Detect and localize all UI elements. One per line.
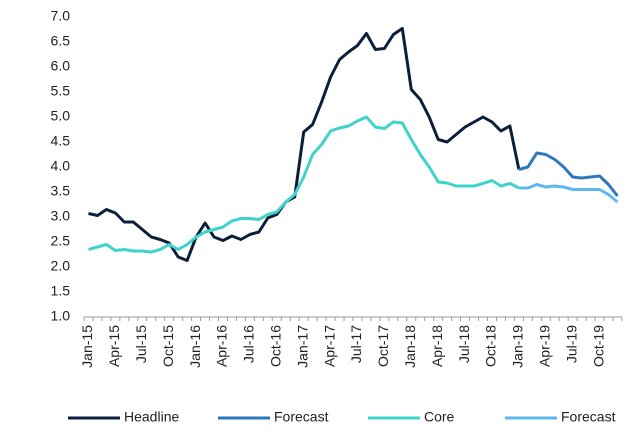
x-tick-label: Jul-18 [456,325,472,363]
x-tick-label: Jul-19 [563,325,579,363]
x-tick-label: Jan-15 [79,325,95,368]
x-tick-label: Apr-17 [321,325,337,367]
x-tick-label: Oct-16 [267,325,283,367]
x-tick-label: Apr-19 [536,325,552,367]
x-tick-label: Jan-18 [402,325,418,368]
x-tick-label: Jul-17 [348,325,364,363]
x-tick-label: Oct-15 [160,325,176,367]
legend-label: Core [424,409,455,425]
x-tick-label: Jul-16 [241,325,257,363]
x-tick-label: Jan-16 [187,325,203,368]
y-tick-label: 7.0 [51,8,71,24]
y-tick-label: 4.5 [51,133,71,149]
y-tick-label: 6.0 [51,58,71,74]
x-tick-label: Oct-18 [483,325,499,367]
x-tick-label: Oct-17 [375,325,391,367]
series-line [88,115,520,254]
series-line [518,151,619,197]
x-tick-label: Jan-17 [294,325,310,368]
y-tick-label: 5.5 [51,83,71,99]
x-tick-label: Apr-16 [214,325,230,367]
x-tick-label: Jan-19 [510,325,526,368]
x-tick-label: Oct-19 [590,325,606,367]
x-tick-label: Apr-15 [106,325,122,367]
y-tick-label: 3.0 [51,208,71,224]
y-tick-label: 3.5 [51,183,71,199]
y-tick-label: 4.0 [51,158,71,174]
x-tick-label: Apr-18 [429,325,445,367]
legend-label: Forecast [561,409,616,425]
y-tick-label: 6.5 [51,33,71,49]
series-line [518,183,619,204]
x-tick-label: Jul-15 [133,325,149,363]
y-tick-label: 1.5 [51,283,71,299]
series-line [88,27,521,262]
y-tick-label: 2.5 [51,233,71,249]
y-tick-label: 2.0 [51,258,71,274]
legend-label: Headline [124,409,179,425]
y-tick-label: 5.0 [51,108,71,124]
y-tick-label: 1.0 [51,308,71,324]
legend-label: Forecast [274,409,329,425]
